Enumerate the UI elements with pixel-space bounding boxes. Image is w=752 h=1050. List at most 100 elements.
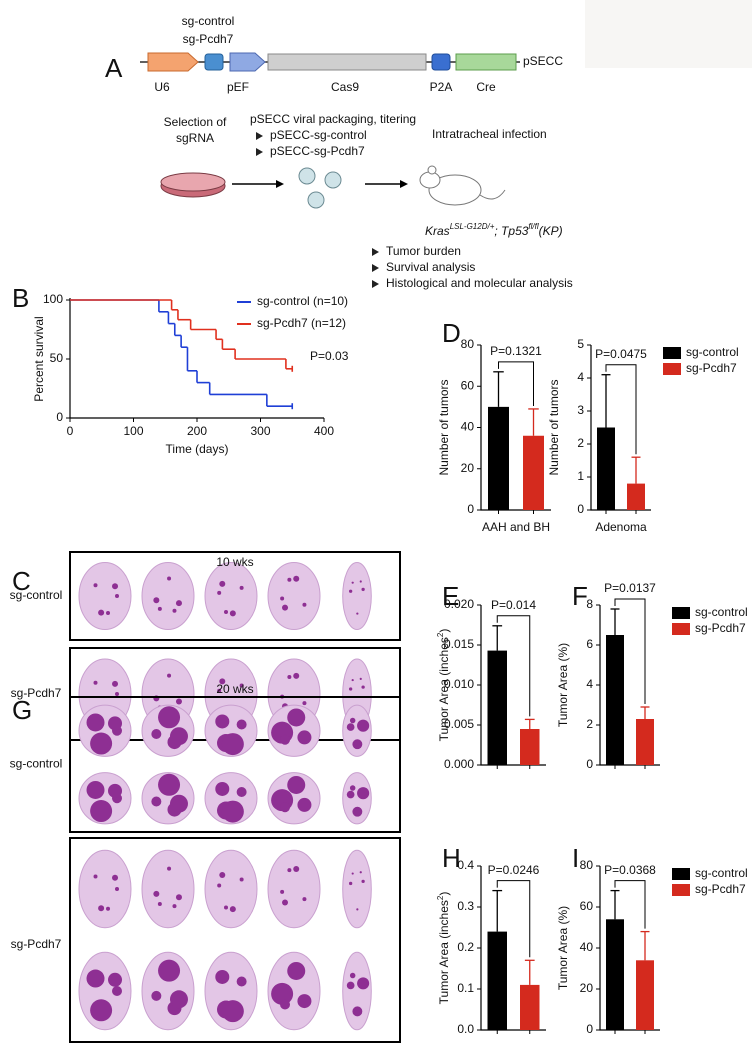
step-label: Intratracheal infection (432, 127, 547, 141)
x-axis-label: AAH and BH (482, 520, 550, 534)
y-tick-label: 0.020 (444, 597, 474, 611)
bullet (256, 132, 263, 140)
tumor-spot (172, 904, 177, 909)
vector-item: pSECC-sg-Pcdh7 (270, 144, 365, 158)
panel-label: A (105, 53, 123, 83)
tumor-spot (151, 728, 162, 739)
tumor-spot (280, 802, 291, 813)
tumor-spot (219, 580, 226, 587)
tumor-spot (287, 577, 292, 582)
tumor-spot (175, 600, 182, 607)
lung-section (342, 704, 372, 757)
annotation: P=0.0368 (604, 863, 656, 877)
tumor-spot (106, 611, 111, 616)
tumor-spot (349, 717, 356, 724)
tumor-spot (90, 999, 113, 1022)
tumor-spot (271, 982, 294, 1005)
legend-label: sg-control (695, 866, 748, 880)
y-tick-label: 2 (577, 436, 584, 450)
tumor-spot (287, 675, 292, 680)
y-tick-label: 3 (577, 403, 584, 417)
tumor-spot (351, 581, 354, 584)
tumor-spot (158, 773, 181, 796)
significance-bracket (496, 880, 531, 958)
y-axis-label-part: ) (437, 629, 451, 633)
significance-bracket (498, 361, 534, 406)
tumor-spot (98, 609, 105, 616)
tumor-spot (229, 610, 236, 617)
x-tick-label: 400 (314, 424, 334, 438)
mouse-tail (479, 189, 506, 200)
tumor-spot (215, 714, 230, 729)
tumor-spot (221, 733, 244, 756)
annotation: P=0.0475 (595, 347, 647, 361)
p2a-box (431, 53, 451, 71)
virus (298, 167, 316, 185)
legend-swatch (672, 623, 690, 635)
tumor-spot (172, 608, 177, 613)
histology (69, 551, 401, 1043)
tumor-spot (86, 780, 105, 799)
step-label: Selection of (164, 115, 227, 129)
viruses (298, 167, 342, 209)
tumor-spot (175, 698, 182, 705)
tumor-spot (224, 905, 229, 910)
histology-frame (69, 837, 401, 1043)
genotype-part: fl/fl (528, 222, 538, 231)
tumor-spot (112, 874, 119, 881)
panel-label: D (442, 318, 461, 348)
tumor-spot (167, 576, 172, 581)
x-axis-label: Time (days) (166, 442, 229, 456)
bar (597, 427, 615, 510)
tumor-spot (302, 897, 307, 902)
virus (307, 191, 325, 209)
tumor-spot (356, 612, 359, 615)
y-tick-label: 40 (461, 420, 475, 434)
tumor-spot (169, 794, 188, 813)
y-tick-label: 0.0 (457, 1022, 474, 1036)
cas9-box (267, 53, 427, 71)
outcome: Tumor burden (386, 244, 461, 258)
tumor-spot (293, 672, 300, 679)
tumor-spot (361, 879, 365, 884)
annotation: P=0.1321 (490, 344, 542, 358)
bar (636, 719, 654, 765)
tumor-spot (236, 719, 247, 730)
legend-label: sg-Pcdh7 (695, 882, 746, 896)
mouse (419, 165, 506, 206)
legend-label: sg-control (686, 345, 739, 359)
element-label: P2A (430, 80, 453, 94)
bar (520, 984, 540, 1030)
vector-name: pSECC (523, 54, 563, 68)
y-axis-label: Percent survival (32, 316, 46, 401)
y-tick-label: 5 (577, 337, 584, 351)
tumor-spot (86, 969, 105, 988)
tumor-spot (221, 1000, 244, 1023)
panel-label: F (572, 581, 588, 611)
bullet (372, 248, 379, 256)
tumor-spot (153, 597, 160, 604)
tumor-spot (280, 889, 285, 894)
tumor-spot (348, 881, 353, 886)
construct (140, 52, 520, 72)
tumor-spot (93, 680, 98, 685)
tumor-spot (236, 786, 247, 797)
panel-label: E (442, 581, 459, 611)
guide-label: sg-Pcdh7 (183, 32, 234, 46)
significance-bracket (605, 364, 637, 455)
u6-box (147, 52, 199, 72)
tumor-spot (282, 604, 289, 611)
y-axis-label: Tumor Area (%) (556, 906, 570, 990)
step-label: sgRNA (176, 131, 214, 145)
bar (606, 919, 624, 1030)
tumor-spot (280, 734, 291, 745)
tumor-spot (93, 583, 98, 588)
tumor-spot (219, 678, 226, 685)
y-tick-label: 1 (577, 469, 584, 483)
genotype-part: Kras (425, 224, 450, 238)
tumor-spot (349, 972, 356, 979)
y-axis-label: Tumor Area (%) (556, 643, 570, 727)
virus (324, 171, 342, 189)
legend-swatch (672, 868, 690, 880)
tumor-spot (151, 796, 162, 807)
